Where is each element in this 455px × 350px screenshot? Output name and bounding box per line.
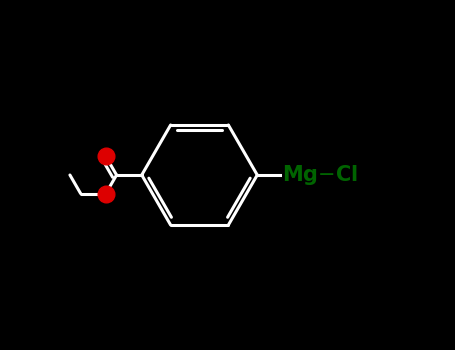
Text: Mg$-$Cl: Mg$-$Cl <box>282 163 358 187</box>
Text: O: O <box>100 150 111 163</box>
Text: O: O <box>100 187 111 200</box>
